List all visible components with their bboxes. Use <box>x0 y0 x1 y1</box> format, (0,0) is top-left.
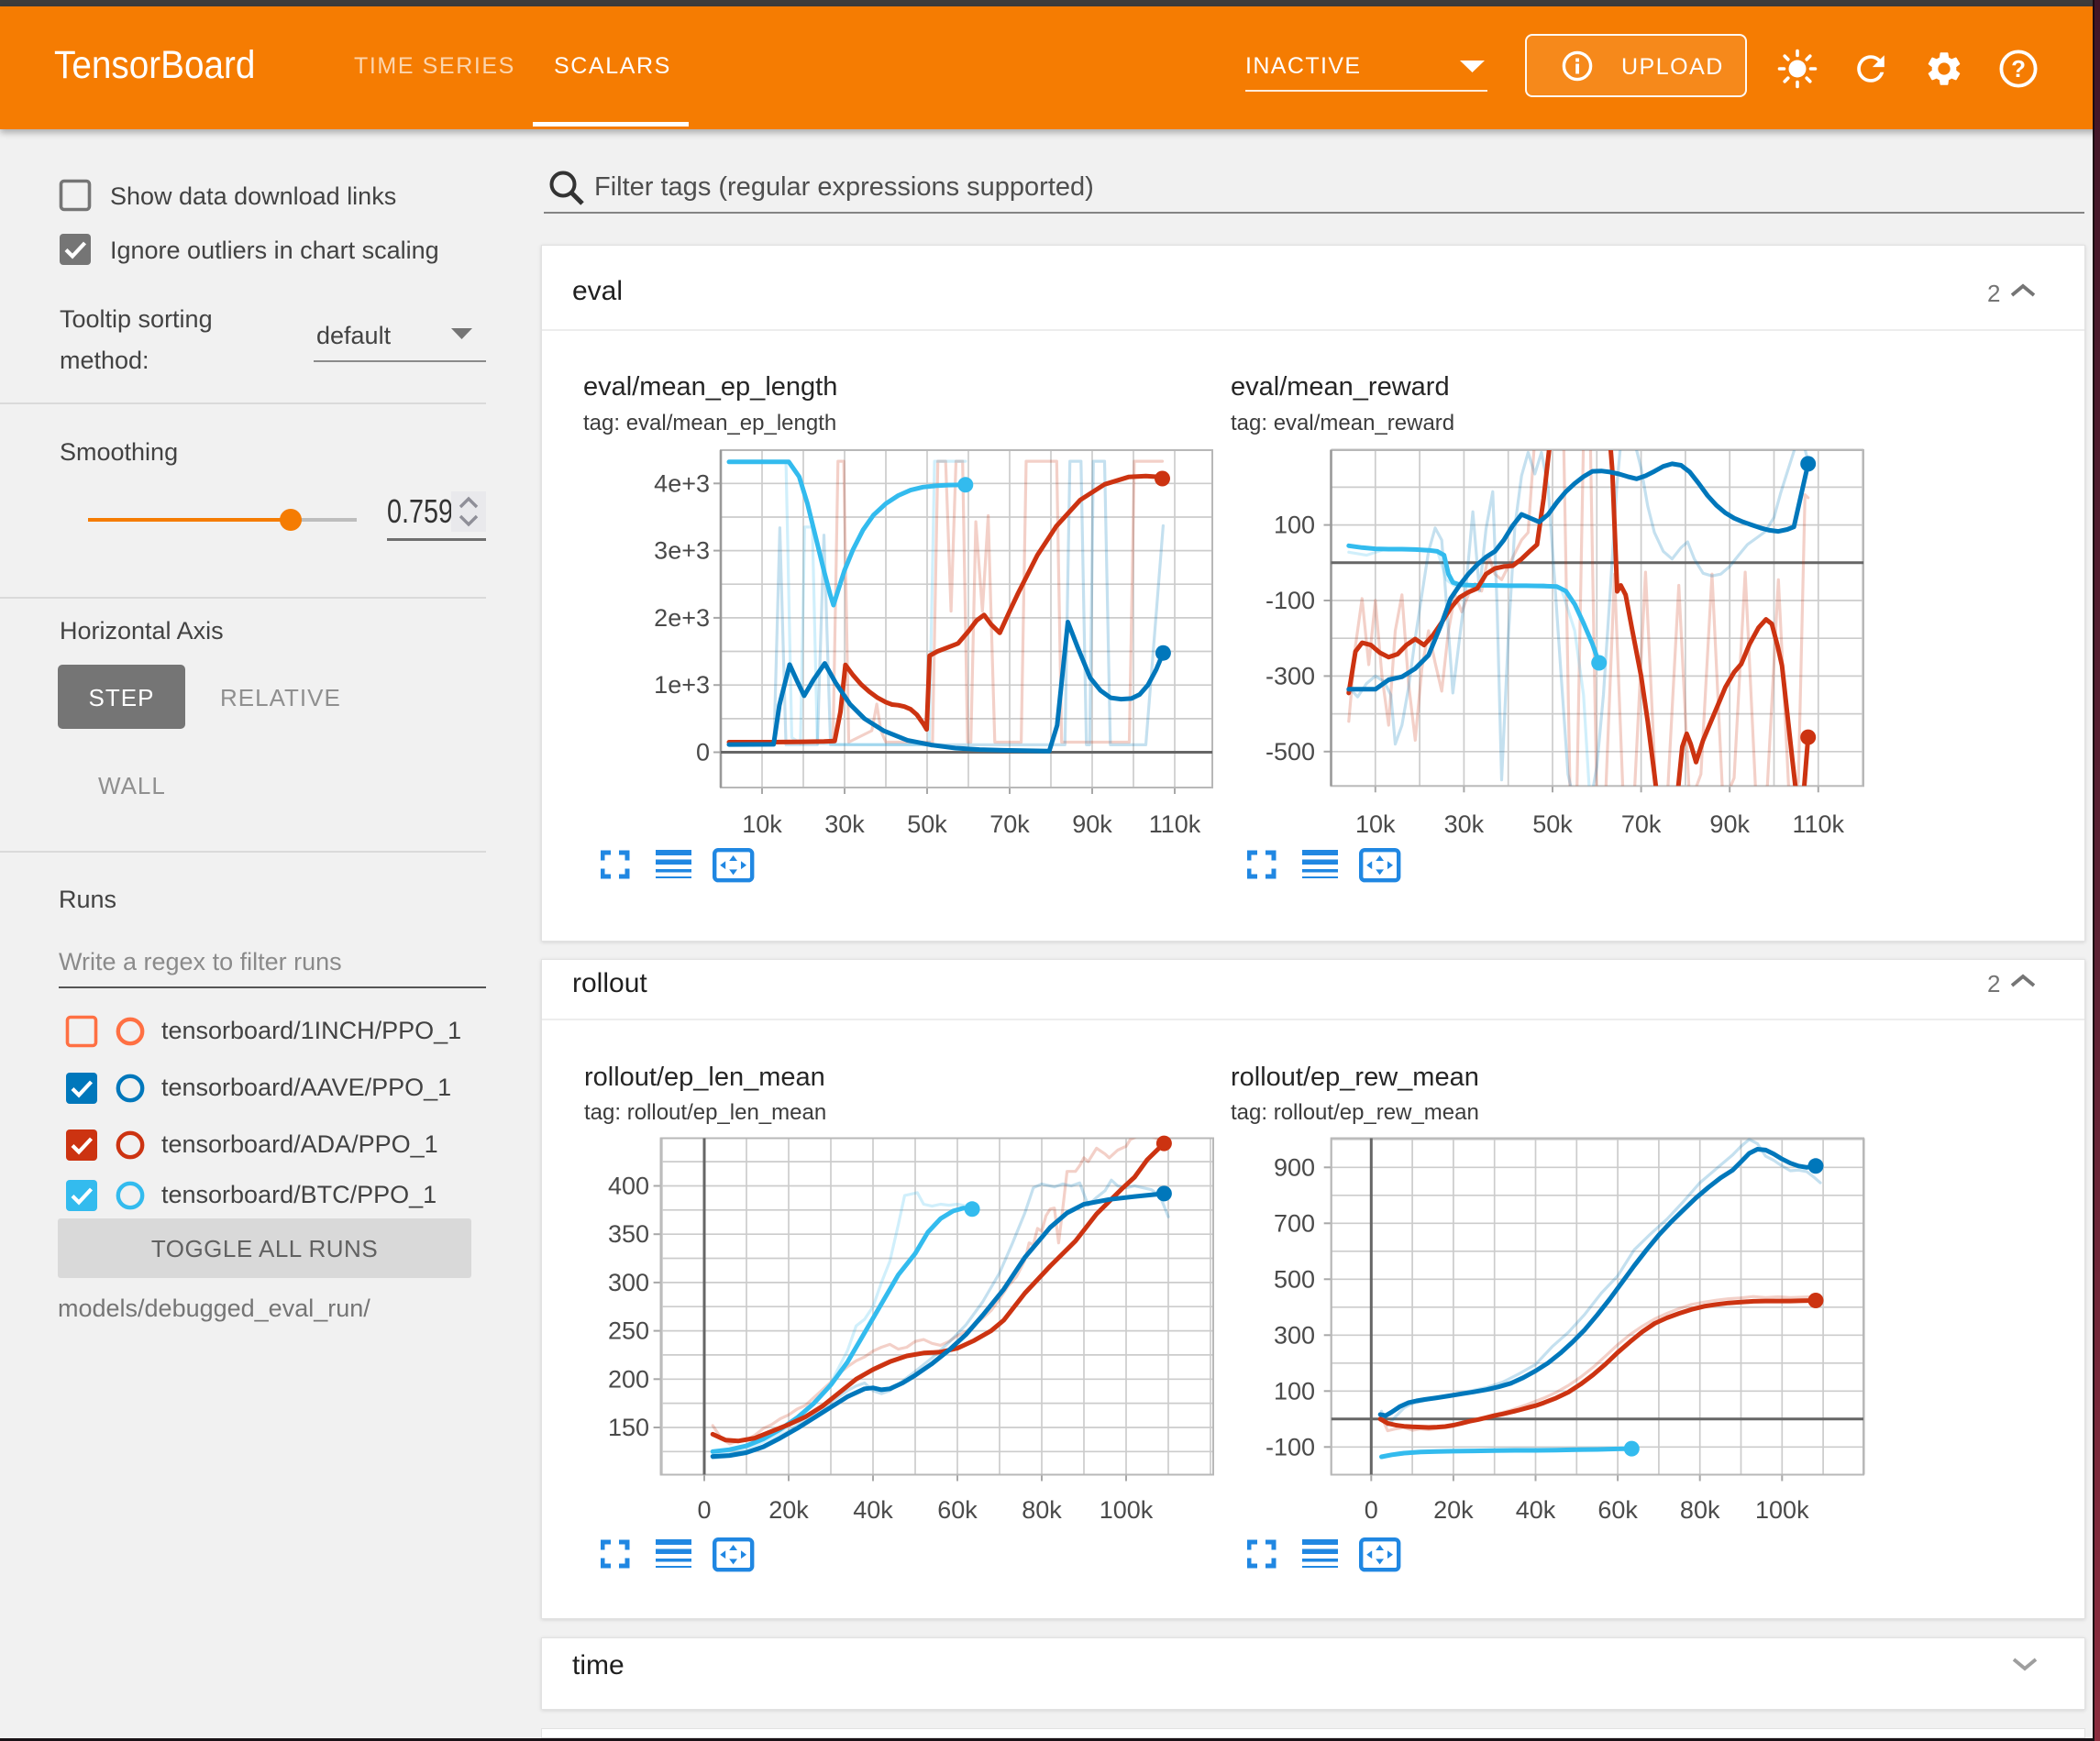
svg-text:60k: 60k <box>937 1496 978 1524</box>
svg-text:20k: 20k <box>768 1496 809 1524</box>
svg-text:400: 400 <box>608 1173 649 1200</box>
svg-text:40k: 40k <box>853 1496 893 1524</box>
svg-text:110k: 110k <box>1149 810 1201 838</box>
svg-text:250: 250 <box>608 1317 649 1345</box>
svg-text:300: 300 <box>1274 1321 1315 1349</box>
svg-text:?: ? <box>2011 55 2026 83</box>
svg-text:60k: 60k <box>1597 1496 1638 1524</box>
svg-text:-100: -100 <box>1266 587 1315 614</box>
svg-text:100k: 100k <box>1100 1496 1154 1524</box>
svg-text:4e+3: 4e+3 <box>654 469 710 497</box>
svg-text:350: 350 <box>608 1220 649 1248</box>
svg-text:50k: 50k <box>1532 810 1573 838</box>
svg-text:-300: -300 <box>1266 662 1315 689</box>
svg-text:0: 0 <box>1365 1496 1378 1524</box>
svg-text:10k: 10k <box>1355 810 1396 838</box>
svg-text:150: 150 <box>608 1414 649 1441</box>
svg-text:80k: 80k <box>1022 1496 1062 1524</box>
svg-text:50k: 50k <box>907 810 947 838</box>
svg-text:900: 900 <box>1274 1153 1315 1181</box>
svg-text:30k: 30k <box>824 810 865 838</box>
svg-text:300: 300 <box>608 1269 649 1296</box>
svg-text:70k: 70k <box>989 810 1030 838</box>
svg-text:40k: 40k <box>1516 1496 1556 1524</box>
svg-text:1e+3: 1e+3 <box>654 671 710 699</box>
svg-text:90k: 90k <box>1709 810 1750 838</box>
svg-text:200: 200 <box>608 1365 649 1393</box>
svg-text:10k: 10k <box>742 810 782 838</box>
svg-text:0: 0 <box>696 739 710 766</box>
svg-text:70k: 70k <box>1621 810 1662 838</box>
svg-text:30k: 30k <box>1444 810 1485 838</box>
svg-text:700: 700 <box>1274 1209 1315 1237</box>
svg-text:90k: 90k <box>1072 810 1112 838</box>
svg-text:100: 100 <box>1274 512 1315 539</box>
svg-text:2e+3: 2e+3 <box>654 604 710 632</box>
svg-text:110k: 110k <box>1793 810 1845 838</box>
svg-text:0: 0 <box>697 1496 711 1524</box>
svg-text:100: 100 <box>1274 1377 1315 1405</box>
svg-text:500: 500 <box>1274 1265 1315 1293</box>
svg-text:-500: -500 <box>1266 738 1315 766</box>
svg-text:20k: 20k <box>1433 1496 1474 1524</box>
svg-text:-100: -100 <box>1266 1433 1315 1460</box>
svg-text:100k: 100k <box>1755 1496 1809 1524</box>
svg-text:3e+3: 3e+3 <box>654 537 710 565</box>
svg-text:80k: 80k <box>1680 1496 1720 1524</box>
